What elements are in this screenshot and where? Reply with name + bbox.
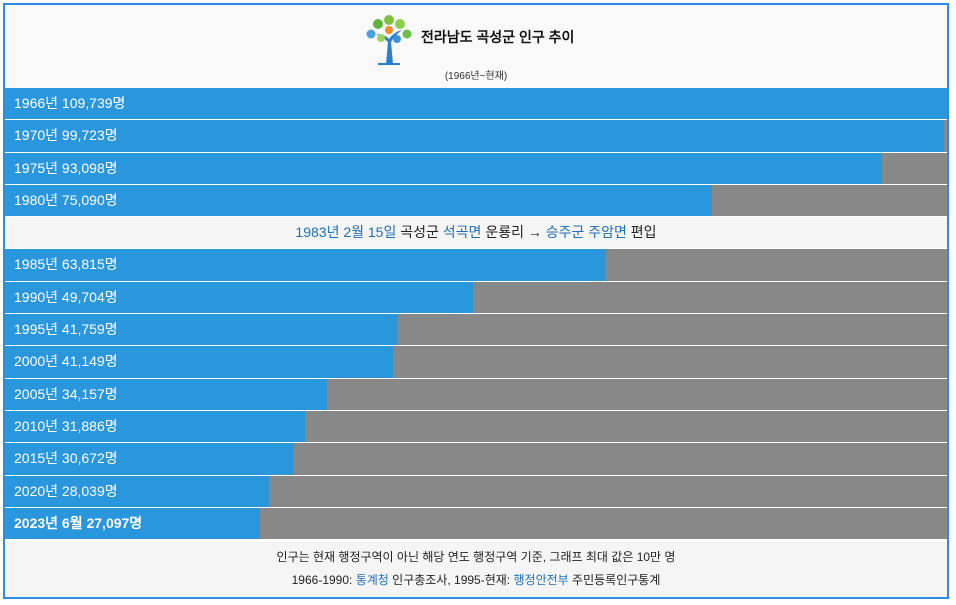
note-line: 인구는 현재 행정구역이 아닌 해당 연도 행정구역 기준, 그래프 최대 값은… [5,546,947,569]
bar-row: 2000년 41,149명 [5,346,947,379]
category-label: 1990년 [14,288,59,305]
category-label: 2000년 [14,353,59,370]
bar [5,507,261,540]
category-label: 2015년 [14,450,59,467]
bar [5,314,399,346]
value-label: 99,723명 [61,127,118,144]
value-label: 75,090명 [61,191,118,208]
bar-row: 1975년 93,098명 [5,152,947,185]
bar-row: 1995년 41,759명 [5,314,947,347]
category-label: 1995년 [14,321,59,338]
bar-label: 2010년 31,886명 [14,411,118,442]
bar-row: 1980년 75,090명 [5,184,947,218]
value-label: 49,704명 [61,288,118,305]
bar [5,346,393,378]
chart-subtitle: (1966년~현재) [444,71,508,82]
bar-row: 2023년 6월 27,097명 [5,507,947,541]
bar [5,281,474,314]
bar [5,378,327,410]
bar-label: 1985년 63,815명 [14,249,118,280]
text: 곡성군 [400,224,439,241]
value-label: 30,672명 [61,450,118,467]
bar [5,249,607,281]
text: 편입 [630,224,657,241]
bar [5,475,270,507]
value-label: 34,157명 [61,385,118,402]
bar-label: 1990년 49,704명 [14,282,118,313]
category-label: 2010년 [14,417,59,434]
value-label: 31,886명 [61,417,118,434]
bar-row: 2020년 28,039명 [5,475,947,508]
category-label: 2020년 [14,482,59,499]
bar-row: 2005년 34,157명 [5,378,947,411]
header: 전라남도 곡성군 인구 추이 (1966년~현재) [5,5,947,88]
text: 인구총조사, 1995-현재: [392,573,511,587]
category-label: 1975년 [14,159,59,176]
category-label: 1970년 [14,127,59,144]
bar [5,88,947,120]
note-line: 1966-1990: 통계청 인구총조사, 1995-현재: 행정안전부 주민등… [5,569,947,592]
bar-label: 1995년 41,759명 [14,314,118,345]
bar [5,120,945,152]
text: 주민등록인구통계 [572,573,661,587]
text: 1966-1990: [291,573,353,587]
bar-label: 1980년 75,090명 [14,185,118,216]
text: 인구는 현재 행정구역이 아닌 해당 연도 행정구역 기준, 그래프 최대 값은… [276,550,676,564]
footer: 인구는 현재 행정구역이 아닌 해당 연도 행정구역 기준, 그래프 최대 값은… [5,542,947,597]
text: 운룡리 → [485,224,542,241]
chart-title: 전라남도 곡성군 인구 추이 [421,29,575,45]
link[interactable]: 승주군 [545,224,585,241]
bar-row: 1985년 63,815명 [5,249,947,282]
bar-label: 2020년 28,039명 [14,476,118,507]
bar-rows: 1966년 109,739명 1970년 99,723명 1975년 93,098명… [5,88,947,541]
bar-row: 1966년 109,739명 [5,88,947,121]
bar-label: 1970년 99,723명 [14,120,118,151]
value-label: 63,815명 [61,256,118,273]
category-label: 2023년 6월 [14,514,83,531]
value-label: 28,039명 [61,482,118,499]
bar-row: 2015년 30,672명 [5,443,947,476]
bar [5,152,882,184]
value-label: 93,098명 [61,159,118,176]
value-label: 109,739명 [61,95,126,111]
annotation-row: 1983년 2월 15일 곡성군 석곡면 운룡리 → 승주군 주암면 편입 [5,217,947,250]
bar-label: 2015년 30,672명 [14,443,118,474]
link[interactable]: 1983년 2월 15일 [295,224,397,241]
logo [366,15,412,65]
category-label: 1985년 [14,256,59,273]
value-label: 41,759명 [61,321,118,338]
category-label: 1966년 [14,95,59,111]
chart-box: 전라남도 곡성군 인구 추이 (1966년~현재) 1966년 109,739명… [3,3,949,599]
link[interactable]: 주암면 [588,224,627,241]
bar-label: 2005년 34,157명 [14,379,118,410]
category-label: 1980년 [14,191,59,208]
bar-label: 2000년 41,149명 [14,346,118,377]
value-label: 27,097명 [86,514,143,531]
bar [5,443,294,475]
link[interactable]: 행정안전부 [513,573,569,587]
bar-row: 1990년 49,704명 [5,281,947,315]
bar [5,410,306,443]
value-label: 41,149명 [61,353,118,370]
bar [5,184,713,217]
bar-label: 1966년 109,739명 [14,88,125,119]
link[interactable]: 통계청 [355,573,389,587]
link[interactable]: 석곡면 [442,224,482,241]
bar-row: 1970년 99,723명 [5,120,947,153]
bar-label: 2023년 6월 27,097명 [14,508,142,539]
category-label: 2005년 [14,385,59,402]
bar-label: 1975년 93,098명 [14,153,118,184]
bar-row: 2010년 31,886명 [5,410,947,444]
